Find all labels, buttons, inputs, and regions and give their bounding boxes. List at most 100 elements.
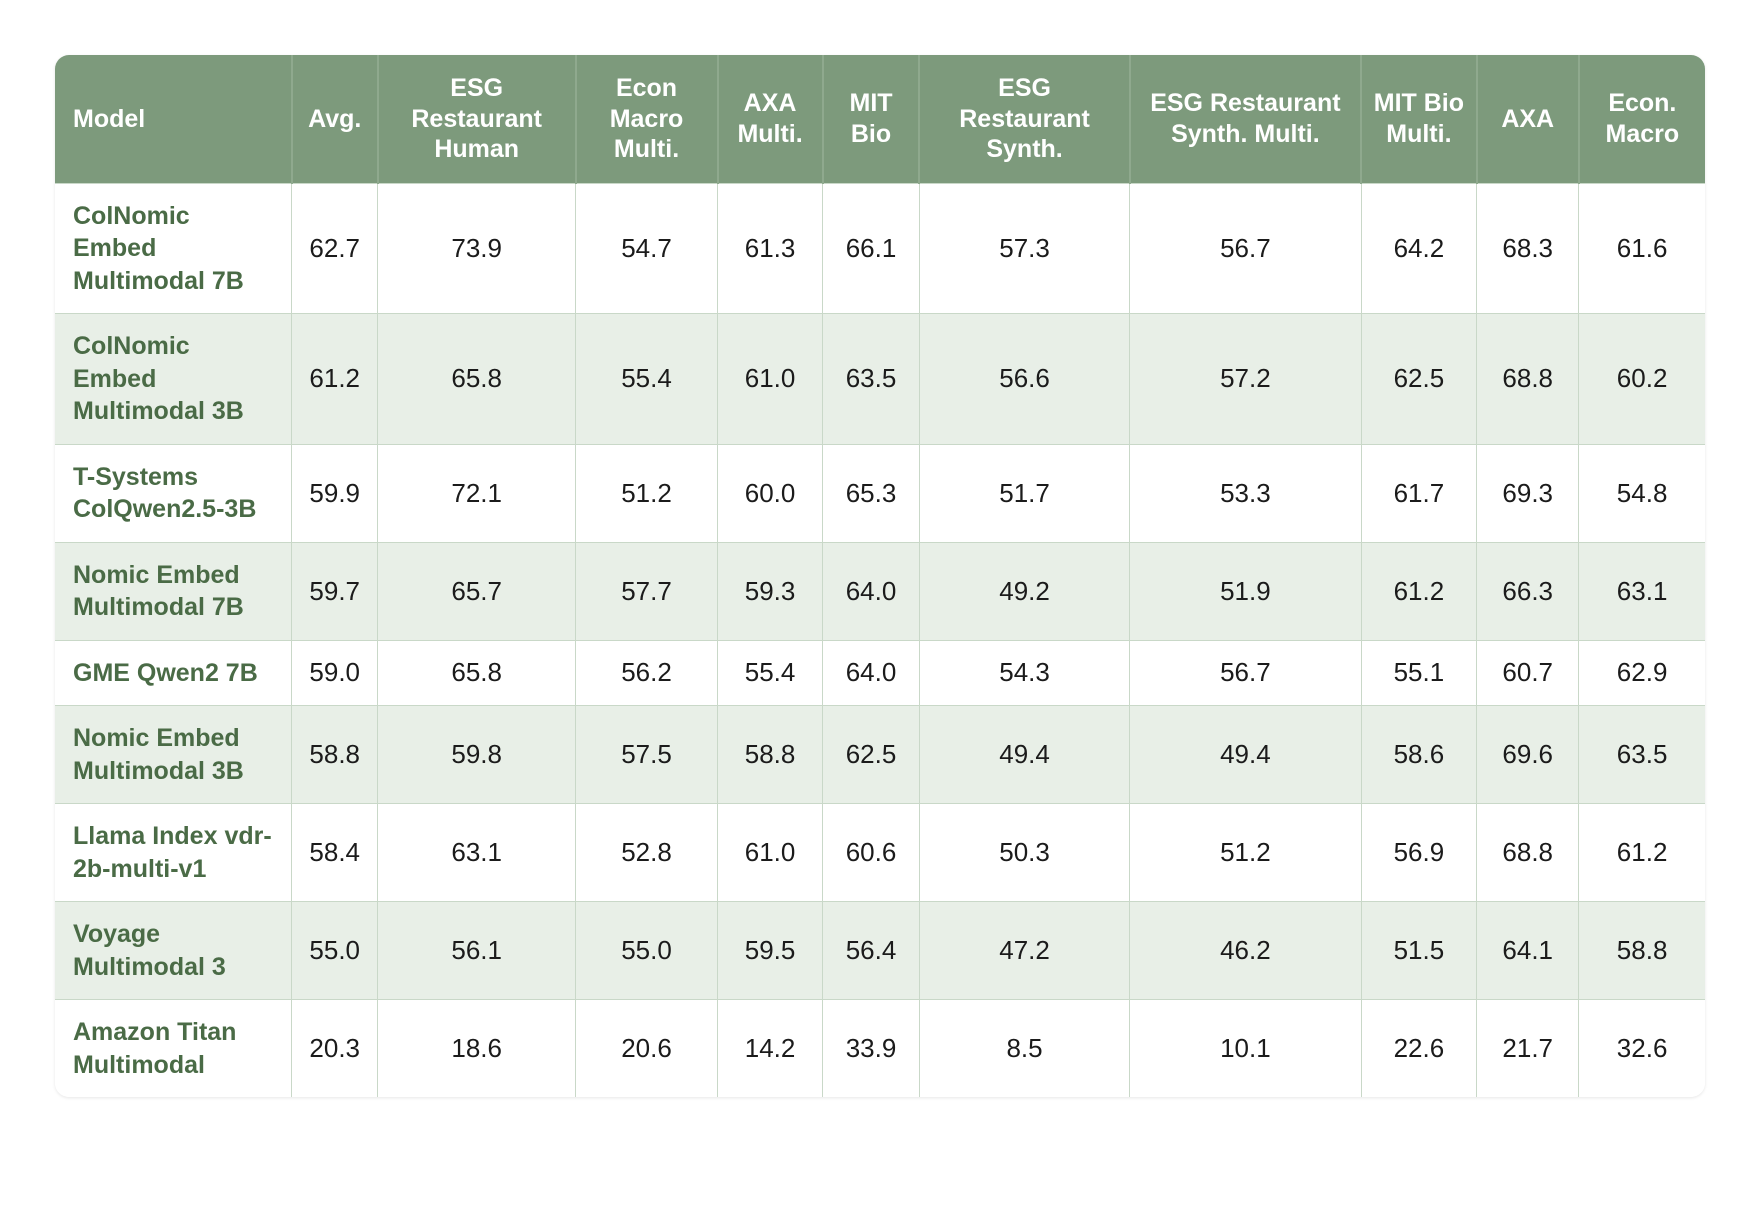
benchmark-table: Model Avg. ESG Restaurant Human Econ Macro …	[55, 55, 1705, 1097]
score-cell-axa_multi: 61.0	[717, 803, 824, 902]
score-cell-econ_macro: 54.8	[1578, 443, 1705, 542]
score-cell-esg_restaurant_synth: 54.3	[919, 639, 1131, 706]
column-header-esg_restaurant_synth_multi[interactable]: ESG Restaurant Synth. Multi.	[1129, 55, 1363, 183]
score-cell-mit_bio_multi: 55.1	[1361, 639, 1478, 706]
column-header-mit_bio[interactable]: MIT Bio	[822, 55, 921, 183]
score-cell-esg_restaurant_synth: 56.6	[919, 313, 1131, 444]
score-cell-avg: 59.0	[291, 639, 379, 706]
column-header-esg_restaurant_synth[interactable]: ESG Restaurant Synth.	[919, 55, 1131, 183]
score-cell-avg: 55.0	[291, 901, 379, 1000]
score-cell-esg_restaurant_human: 59.8	[377, 705, 577, 804]
score-cell-mit_bio_multi: 62.5	[1361, 313, 1478, 444]
header-row: Model Avg. ESG Restaurant Human Econ Macro …	[55, 55, 1705, 183]
score-cell-econ_macro_multi: 56.2	[575, 639, 718, 706]
model-name-cell: Nomic Embed Multimodal 7B	[55, 541, 293, 640]
score-cell-mit_bio_multi: 51.5	[1361, 901, 1478, 1000]
column-header-econ_macro[interactable]: Econ. Macro	[1578, 55, 1705, 183]
score-cell-avg: 61.2	[291, 313, 379, 444]
score-cell-econ_macro: 32.6	[1578, 999, 1705, 1097]
score-cell-econ_macro_multi: 51.2	[575, 443, 718, 542]
score-cell-mit_bio: 64.0	[822, 541, 920, 640]
column-header-avg[interactable]: Avg.	[291, 55, 379, 183]
score-cell-econ_macro_multi: 55.0	[575, 901, 718, 1000]
score-cell-econ_macro: 60.2	[1578, 313, 1705, 444]
score-cell-avg: 59.9	[291, 443, 379, 542]
score-cell-mit_bio: 33.9	[822, 999, 920, 1097]
score-cell-axa: 68.3	[1476, 182, 1580, 314]
table-row: T-Systems ColQwen2.5-3B 59.9 72.1 51.2 60.0 6…	[55, 443, 1705, 542]
score-cell-esg_restaurant_synth_multi: 51.9	[1129, 541, 1362, 640]
table-row: Voyage Multimodal 3 55.0 56.1 55.0 59.5 56.4 4…	[55, 901, 1705, 1000]
score-cell-esg_restaurant_synth_multi: 49.4	[1129, 705, 1362, 804]
score-cell-avg: 59.7	[291, 541, 379, 640]
score-cell-mit_bio_multi: 64.2	[1361, 182, 1478, 314]
score-cell-esg_restaurant_human: 65.8	[377, 639, 577, 706]
column-header-econ_macro_multi[interactable]: Econ Macro Multi.	[575, 55, 719, 183]
score-cell-esg_restaurant_synth: 50.3	[919, 803, 1131, 902]
score-cell-axa_multi: 61.0	[717, 313, 824, 444]
score-cell-axa: 66.3	[1476, 541, 1580, 640]
model-name-cell: Voyage Multimodal 3	[55, 901, 293, 1000]
score-cell-mit_bio: 62.5	[822, 705, 920, 804]
score-cell-axa: 60.7	[1476, 639, 1580, 706]
score-cell-esg_restaurant_synth: 47.2	[919, 901, 1131, 1000]
score-cell-econ_macro: 61.6	[1578, 182, 1705, 314]
score-cell-axa: 68.8	[1476, 313, 1580, 444]
score-cell-avg: 20.3	[291, 999, 379, 1097]
score-cell-axa_multi: 61.3	[717, 182, 824, 314]
column-header-axa_multi[interactable]: AXA Multi.	[717, 55, 824, 183]
score-cell-esg_restaurant_human: 18.6	[377, 999, 577, 1097]
score-cell-axa_multi: 55.4	[717, 639, 824, 706]
score-cell-axa: 68.8	[1476, 803, 1580, 902]
score-cell-esg_restaurant_synth: 51.7	[919, 443, 1131, 542]
score-cell-esg_restaurant_human: 63.1	[377, 803, 577, 902]
model-name-cell: Nomic Embed Multimodal 3B	[55, 705, 293, 804]
score-cell-esg_restaurant_human: 72.1	[377, 443, 577, 542]
score-cell-esg_restaurant_synth: 49.4	[919, 705, 1131, 804]
table-row: Amazon Titan Multimodal 20.3 18.6 20.6 14.2 3…	[55, 999, 1705, 1097]
score-cell-axa: 69.3	[1476, 443, 1580, 542]
model-name-cell: ColNomic Embed Multimodal 3B	[55, 313, 293, 444]
benchmark-table-container: Model Avg. ESG Restaurant Human Econ Macro …	[55, 55, 1705, 1097]
score-cell-esg_restaurant_synth_multi: 46.2	[1129, 901, 1362, 1000]
score-cell-avg: 58.4	[291, 803, 379, 902]
column-header-model[interactable]: Model	[55, 55, 293, 183]
score-cell-esg_restaurant_human: 56.1	[377, 901, 577, 1000]
model-name-cell: Amazon Titan Multimodal	[55, 999, 293, 1097]
score-cell-econ_macro: 63.1	[1578, 541, 1705, 640]
table-body: ColNomic Embed Multimodal 7B 62.7 73.9 54.7…	[55, 182, 1705, 1097]
score-cell-axa_multi: 59.5	[717, 901, 824, 1000]
score-cell-avg: 62.7	[291, 182, 379, 314]
score-cell-mit_bio: 64.0	[822, 639, 920, 706]
table-row: Llama Index vdr-2b-multi-v1 58.4 63.1 52.8 6…	[55, 803, 1705, 902]
score-cell-mit_bio_multi: 61.2	[1361, 541, 1478, 640]
score-cell-axa: 69.6	[1476, 705, 1580, 804]
table-row: ColNomic Embed Multimodal 7B 62.7 73.9 54.7…	[55, 182, 1705, 314]
score-cell-econ_macro: 62.9	[1578, 639, 1705, 706]
score-cell-esg_restaurant_synth: 8.5	[919, 999, 1131, 1097]
score-cell-esg_restaurant_human: 73.9	[377, 182, 577, 314]
model-name-cell: GME Qwen2 7B	[55, 639, 293, 706]
column-header-axa[interactable]: AXA	[1476, 55, 1580, 183]
score-cell-esg_restaurant_human: 65.7	[377, 541, 577, 640]
score-cell-mit_bio: 60.6	[822, 803, 920, 902]
score-cell-mit_bio: 66.1	[822, 182, 920, 314]
score-cell-esg_restaurant_synth_multi: 56.7	[1129, 182, 1362, 314]
score-cell-esg_restaurant_synth_multi: 56.7	[1129, 639, 1362, 706]
score-cell-econ_macro: 61.2	[1578, 803, 1705, 902]
table-row: ColNomic Embed Multimodal 3B 61.2 65.8 55.4…	[55, 313, 1705, 444]
score-cell-esg_restaurant_synth_multi: 51.2	[1129, 803, 1362, 902]
score-cell-axa_multi: 58.8	[717, 705, 824, 804]
score-cell-mit_bio_multi: 22.6	[1361, 999, 1478, 1097]
score-cell-axa: 64.1	[1476, 901, 1580, 1000]
column-header-esg_restaurant_human[interactable]: ESG Restaurant Human	[377, 55, 577, 183]
model-name-cell: T-Systems ColQwen2.5-3B	[55, 443, 293, 542]
column-header-mit_bio_multi[interactable]: MIT Bio Multi.	[1361, 55, 1478, 183]
score-cell-esg_restaurant_synth_multi: 53.3	[1129, 443, 1362, 542]
model-name-cell: Llama Index vdr-2b-multi-v1	[55, 803, 293, 902]
score-cell-econ_macro_multi: 20.6	[575, 999, 718, 1097]
table-row: Nomic Embed Multimodal 7B 59.7 65.7 57.7 59.…	[55, 541, 1705, 640]
score-cell-econ_macro_multi: 57.5	[575, 705, 718, 804]
table-row: GME Qwen2 7B 59.0 65.8 56.2 55.4 64.0 54.3 56.7…	[55, 639, 1705, 706]
